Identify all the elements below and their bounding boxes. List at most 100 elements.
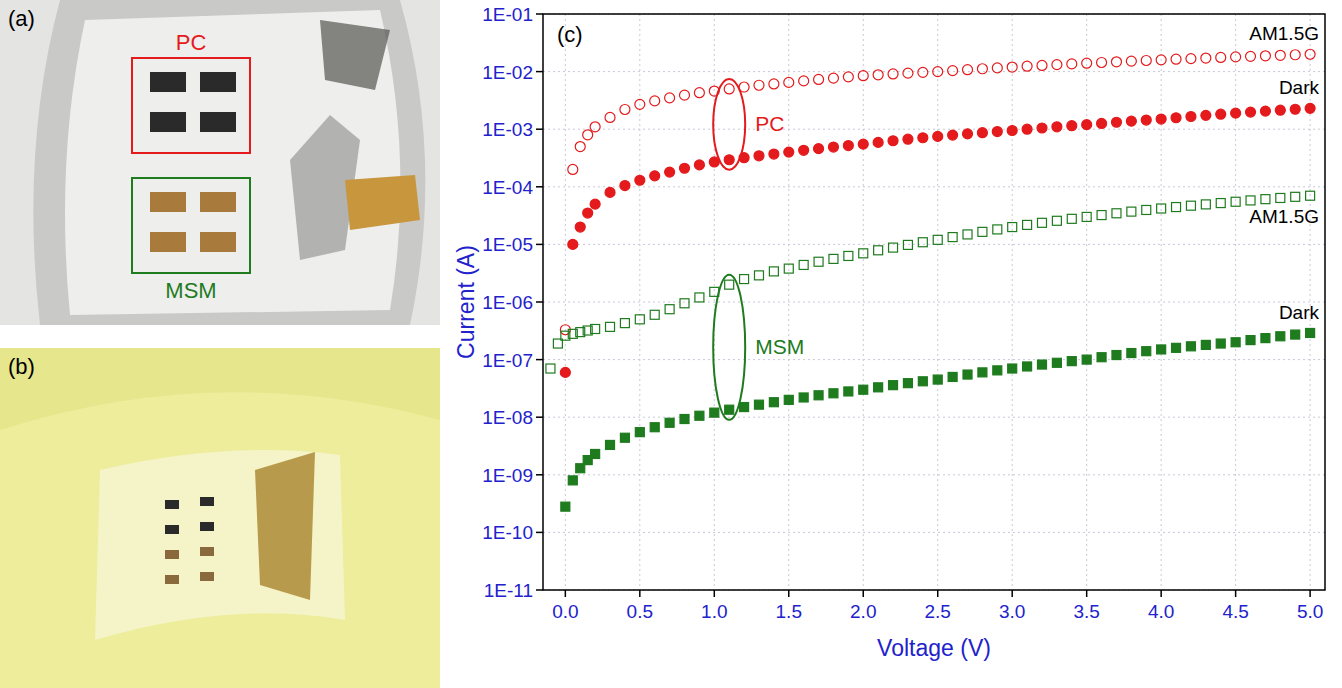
data-point bbox=[590, 199, 600, 209]
data-point bbox=[933, 67, 943, 77]
data-point bbox=[889, 243, 898, 252]
data-point bbox=[1141, 55, 1151, 65]
data-point bbox=[1082, 120, 1092, 130]
film-piece bbox=[320, 20, 390, 90]
msm-device bbox=[200, 232, 236, 252]
data-point bbox=[1067, 214, 1076, 223]
data-point bbox=[1186, 54, 1196, 64]
data-point bbox=[1276, 332, 1285, 341]
data-point bbox=[1097, 211, 1106, 220]
photo-label: PC bbox=[176, 30, 207, 55]
data-point bbox=[695, 411, 704, 420]
data-point bbox=[754, 400, 763, 409]
data-point bbox=[665, 305, 674, 314]
data-point bbox=[1171, 113, 1181, 123]
grid-line bbox=[1235, 14, 1236, 590]
data-point bbox=[1246, 196, 1255, 205]
data-point bbox=[858, 139, 868, 149]
data-point bbox=[858, 71, 868, 81]
data-point bbox=[1201, 340, 1210, 349]
data-point bbox=[918, 133, 928, 143]
data-point bbox=[1291, 192, 1300, 201]
data-point bbox=[992, 127, 1002, 137]
data-point bbox=[1067, 357, 1076, 366]
tick-mark bbox=[714, 590, 716, 597]
data-point bbox=[1260, 51, 1270, 61]
data-point bbox=[1097, 57, 1107, 67]
series-label: Dark bbox=[1279, 302, 1320, 323]
flexible-film bbox=[95, 450, 345, 640]
data-point bbox=[1246, 51, 1256, 61]
data-point bbox=[605, 187, 615, 197]
plot-area bbox=[543, 14, 1325, 590]
data-point bbox=[680, 415, 689, 424]
tick-mark bbox=[1160, 590, 1162, 597]
tick-mark bbox=[536, 589, 543, 591]
data-point bbox=[799, 76, 809, 86]
data-point bbox=[888, 136, 898, 146]
data-point bbox=[1082, 58, 1092, 68]
data-point bbox=[948, 233, 957, 242]
data-point bbox=[903, 379, 912, 388]
data-point bbox=[694, 88, 704, 98]
data-point bbox=[1111, 117, 1121, 127]
data-point bbox=[1008, 223, 1017, 232]
data-point bbox=[963, 370, 972, 379]
data-point bbox=[1142, 347, 1151, 356]
data-point bbox=[694, 160, 704, 170]
data-point bbox=[948, 66, 958, 76]
grid-line bbox=[1086, 14, 1087, 590]
data-point bbox=[1052, 122, 1062, 132]
tick-mark bbox=[937, 590, 939, 597]
x-tick-label: 1.5 bbox=[776, 601, 802, 622]
data-point bbox=[568, 239, 578, 249]
data-point bbox=[1201, 110, 1211, 120]
data-point bbox=[1142, 205, 1151, 214]
data-point bbox=[1275, 50, 1285, 60]
data-layer bbox=[546, 49, 1315, 511]
substrate bbox=[65, 10, 400, 315]
pc-device bbox=[150, 112, 186, 132]
data-point bbox=[1037, 60, 1047, 70]
data-point bbox=[1231, 197, 1240, 206]
pc-device bbox=[200, 112, 236, 132]
data-point bbox=[650, 171, 660, 181]
data-point bbox=[843, 72, 853, 82]
data-point bbox=[591, 449, 600, 458]
data-point bbox=[725, 405, 734, 414]
y-tick-label: 1E-02 bbox=[482, 62, 533, 83]
data-point bbox=[859, 385, 868, 394]
data-point bbox=[1037, 218, 1046, 227]
photo-b: (b) bbox=[0, 348, 440, 688]
data-point bbox=[665, 167, 675, 177]
grid-line bbox=[543, 302, 1325, 303]
grid-line bbox=[543, 474, 1325, 475]
tick-mark bbox=[1309, 590, 1311, 597]
data-point bbox=[1067, 59, 1077, 69]
data-point bbox=[1112, 351, 1121, 360]
data-point bbox=[1305, 49, 1315, 59]
data-point bbox=[1231, 108, 1241, 118]
pc-device bbox=[200, 72, 236, 92]
tick-mark bbox=[639, 590, 641, 597]
data-point bbox=[583, 208, 593, 218]
x-tick-label: 2.5 bbox=[925, 601, 951, 622]
data-point bbox=[918, 238, 927, 247]
grid-line bbox=[543, 532, 1325, 533]
data-point bbox=[1127, 207, 1136, 216]
tick-mark bbox=[788, 590, 790, 597]
data-point bbox=[1052, 358, 1061, 367]
data-point bbox=[977, 128, 987, 138]
data-point bbox=[829, 254, 838, 263]
data-point bbox=[1216, 52, 1226, 62]
data-point bbox=[993, 366, 1002, 375]
data-point bbox=[590, 122, 600, 132]
data-point bbox=[1275, 105, 1285, 115]
device bbox=[165, 525, 179, 534]
data-point bbox=[993, 225, 1002, 234]
data-point bbox=[725, 280, 734, 289]
data-point bbox=[665, 418, 674, 427]
data-point bbox=[561, 502, 570, 511]
data-point bbox=[740, 275, 749, 284]
data-point bbox=[560, 367, 570, 377]
